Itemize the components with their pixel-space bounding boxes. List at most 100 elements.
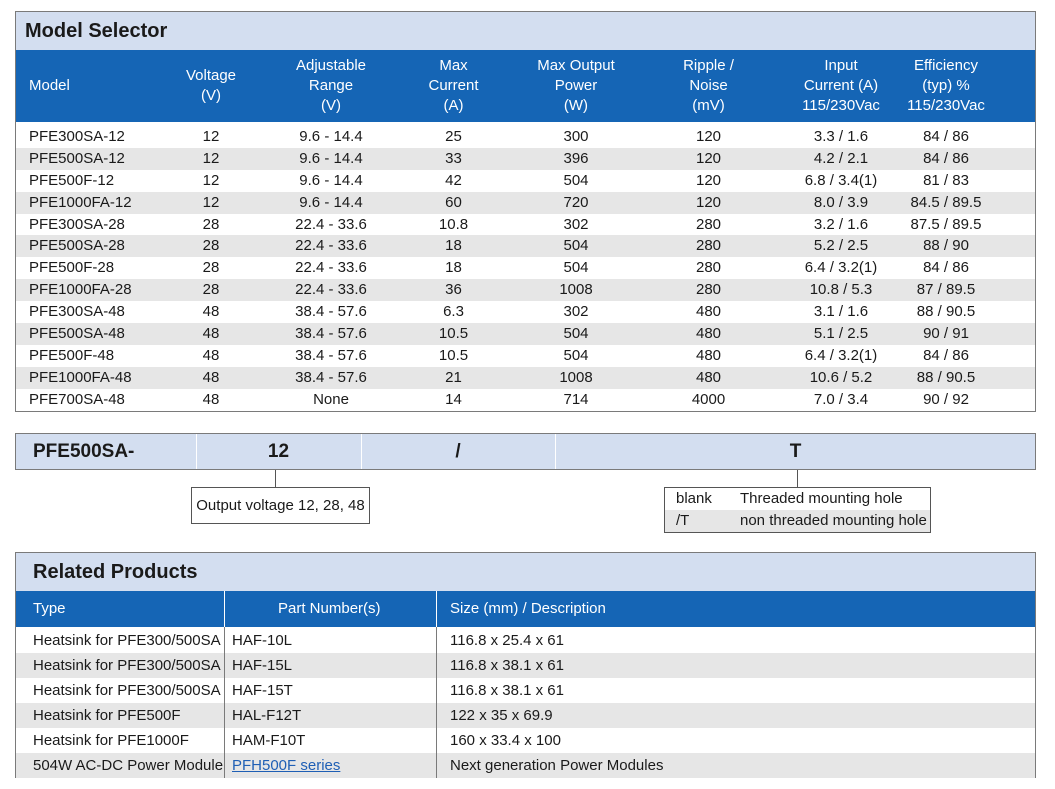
table-cell: 6.4 / 3.2(1) [804,259,878,277]
table-cell: 5.2 / 2.5 [813,237,869,255]
selector-header-cell: Voltage (V) [185,67,237,104]
mount-option-value: non threaded mounting hole [740,512,927,529]
selector-header-cell: Input Current (A) 115/230Vac [802,57,880,114]
table-cell: 22.4 - 33.6 [295,237,367,255]
mount-option: blank Threaded mounting hole [665,488,930,510]
table-cell: 4000 [691,390,726,408]
related-products-rows: Heatsink for PFE300/500SA HAF-10L 116.8 x … [16,627,1035,778]
table-cell: 9.6 - 14.4 [299,149,363,167]
table-cell: Heatsink for PFE300/500SA [33,632,221,649]
table-cell: 48 [202,325,220,343]
selector-header-cell: Ripple / Noise (mV) [683,57,734,114]
pfh500f-series-link[interactable]: PFH500F series [232,757,341,774]
model-selector-title: Model Selector [16,12,1035,50]
table-cell: 9.6 - 14.4 [299,128,363,145]
selector-header-cell: Max Output Power (W) [537,57,615,114]
table-row: PFE500F-12 12 9.6 - 14.4 42 504 120 6.8 / 3.4(… [16,170,1035,192]
order-code-mount: T [789,441,802,462]
table-cell: 1008 [559,368,593,386]
table-row: Heatsink for PFE1000F HAM-F10T 160 x 33.4 … [16,728,1035,753]
mount-option-key: blank [676,490,712,507]
table-row: 504W AC-DC Power Module PFH500F series Nex… [16,753,1035,778]
table-row: Heatsink for PFE300/500SA HAF-15L 116.8 x … [16,653,1035,678]
table-cell: 480 [695,346,722,364]
table-cell: 84 / 86 [923,346,969,364]
related-products-title: Related Products [16,553,1035,591]
table-cell: 6.4 / 3.2(1) [804,346,878,364]
related-products-header: Type Part Number(s) Size (mm) / Descriptio… [16,591,1035,627]
order-code-bar: PFE500SA- 12 / T [15,433,1036,470]
table-cell: 8.0 / 3.9 [813,193,869,211]
table-cell: 480 [695,303,722,321]
table-row: PFE300SA-28 28 22.4 - 33.6 10.8 302 280 3.2 / … [16,214,1035,236]
table-cell: 3.2 / 1.6 [813,215,869,233]
table-cell: 88 / 90 [923,237,969,255]
table-row: PFE500SA-12 12 9.6 - 14.4 33 396 120 4.2 / 2.1… [16,147,1035,170]
table-cell: 6.8 / 3.4(1) [804,171,878,189]
table-cell: 160 x 33.4 x 100 [450,732,561,749]
table-cell: 21 [445,368,462,386]
order-code-divider [555,434,556,469]
table-cell: 48 [202,303,220,321]
table-row: PFE1000FA-28 28 22.4 - 33.6 36 1008 280 10.8 /… [16,279,1035,302]
table-cell: Heatsink for PFE300/500SA [33,682,221,699]
table-cell: 302 [563,215,589,233]
order-code-divider [361,434,362,469]
table-cell: 12 [202,193,220,211]
model-cell: PFE500SA-48 [29,325,125,343]
table-cell: 84 / 86 [923,259,969,277]
selector-header-cell: Model [29,77,70,94]
model-cell: PFE300SA-28 [29,215,125,233]
table-cell: 84.5 / 89.5 [910,193,982,211]
table-cell: 396 [563,149,589,167]
table-cell: HAF-15L [232,657,293,674]
table-cell: 280 [695,237,722,255]
table-cell: 38.4 - 57.6 [295,325,367,343]
header-divider [436,591,437,627]
table-cell: 22.4 - 33.6 [295,215,367,233]
table-cell: 300 [563,128,589,145]
table-cell: 3.1 / 1.6 [813,303,869,321]
model-cell: PFE1000FA-48 [29,368,132,386]
table-cell: 12 [202,128,220,145]
table-cell: 88 / 90.5 [916,368,976,386]
related-header-cell: Type [33,600,66,617]
table-cell: 90 / 91 [923,325,969,343]
table-cell: 28 [202,259,220,277]
mount-option-value: Threaded mounting hole [740,490,903,507]
selector-header-cell: Efficiency (typ) % 115/230Vac [907,57,985,114]
mount-option: /T non threaded mounting hole [665,510,930,532]
table-row: PFE300SA-12 12 9.6 - 14.4 25 300 120 3.3 / 1.6… [16,126,1035,148]
model-cell: PFE500F-12 [29,171,115,189]
table-cell: HAF-15T [232,682,293,699]
table-cell: 38.4 - 57.6 [295,368,367,386]
table-row: Heatsink for PFE500F HAL-F12T 122 x 35 x 6… [16,703,1035,728]
table-cell: 3.3 / 1.6 [813,128,869,145]
table-row: PFE500SA-48 48 38.4 - 57.6 10.5 504 480 5.1 / … [16,323,1035,345]
voltage-callout: Output voltage 12, 28, 48 [191,487,370,524]
table-row: PFE700SA-48 48 None 14 714 4000 7.0 / 3.4 90 / … [16,389,1035,411]
table-cell: Next generation Power Modules [450,757,664,774]
table-cell: Heatsink for PFE500F [33,707,181,724]
model-cell: PFE1000FA-12 [29,193,132,211]
table-cell: 120 [695,128,722,145]
model-cell: PFE500SA-12 [29,149,125,167]
order-code-divider [196,434,197,469]
model-cell: PFE700SA-48 [29,390,125,408]
table-cell: 33 [445,149,462,167]
table-cell: 18 [445,237,462,255]
model-cell: PFE500F-28 [29,259,115,277]
table-cell: 22.4 - 33.6 [295,281,367,299]
table-cell: 10.5 [438,346,469,364]
table-cell: 84 / 86 [923,128,969,145]
table-cell: 504 [563,237,589,255]
table-cell: 10.5 [438,325,469,343]
table-cell: 116.8 x 38.1 x 61 [450,657,564,674]
order-code-base: PFE500SA- [33,441,135,462]
table-cell: Heatsink for PFE300/500SA [33,657,221,674]
header-divider [224,591,225,627]
table-cell: 6.3 [443,303,464,321]
table-cell: 38.4 - 57.6 [295,346,367,364]
mount-connector-line [797,470,798,487]
model-cell: PFE500F-48 [29,346,115,364]
